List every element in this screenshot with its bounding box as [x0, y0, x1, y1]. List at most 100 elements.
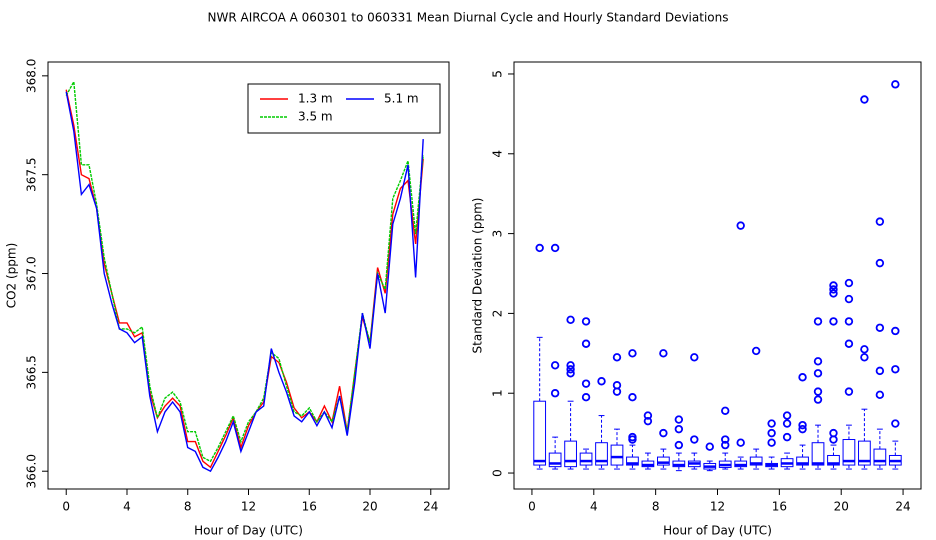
outlier — [767, 428, 776, 438]
outlier — [736, 221, 745, 230]
outlier — [829, 317, 838, 326]
y-tick-label: 368.0 — [25, 59, 39, 93]
outlier — [550, 361, 560, 370]
box — [842, 439, 856, 466]
y-tick-label: 3 — [491, 230, 505, 238]
box — [811, 442, 825, 466]
outlier — [721, 406, 730, 415]
y-tick-label: 366.0 — [25, 454, 39, 488]
y-tick-label: 5 — [491, 70, 505, 78]
outlier — [813, 317, 823, 326]
outlier — [659, 349, 668, 358]
outlier — [612, 381, 622, 390]
box — [796, 456, 809, 466]
box — [579, 452, 593, 466]
box — [533, 400, 547, 466]
outlier — [581, 317, 591, 326]
box — [873, 448, 887, 466]
y-tick-label: 0 — [491, 469, 505, 477]
x-axis-label: Hour of Day (UTC) — [194, 524, 303, 538]
x-tick-label: 0 — [528, 500, 536, 514]
x-tick-label: 16 — [772, 500, 787, 514]
y-axis-label: Standard Deviation (ppm) — [471, 198, 485, 354]
x-tick-label: 8 — [652, 500, 660, 514]
box — [626, 456, 639, 466]
outlier — [550, 389, 560, 398]
outlier — [674, 415, 684, 424]
outlier — [891, 80, 900, 89]
x-tick-label: 4 — [123, 500, 131, 514]
outlier — [860, 345, 869, 354]
outlier — [844, 294, 854, 304]
y-axis-label: CO2 (ppm) — [5, 243, 19, 309]
outlier — [721, 440, 730, 450]
outlier — [782, 419, 792, 428]
box — [595, 442, 608, 466]
series-line — [65, 89, 424, 469]
outlier — [581, 339, 591, 348]
outlier — [566, 315, 575, 324]
legend-label: 5.1 m — [384, 92, 419, 106]
outlier — [612, 353, 622, 362]
outlier — [829, 428, 838, 438]
x-tick-label: 12 — [241, 500, 256, 514]
outlier — [674, 440, 684, 450]
outlier — [535, 243, 544, 253]
outlier — [643, 411, 653, 420]
x-tick-label: 12 — [710, 500, 725, 514]
outlier — [875, 390, 885, 400]
outlier — [767, 438, 776, 447]
outlier — [782, 411, 792, 420]
figure-title: NWR AIRCOA A 060301 to 060331 Mean Diurn… — [208, 11, 729, 25]
outlier — [751, 346, 761, 356]
y-tick-label: 1 — [491, 389, 505, 397]
x-tick-label: 24 — [423, 500, 438, 514]
outlier — [829, 281, 838, 290]
outlier — [813, 387, 823, 396]
outlier — [829, 289, 838, 298]
x-tick-label: 20 — [362, 500, 377, 514]
outlier — [875, 258, 885, 268]
y-tick-label: 367.0 — [25, 256, 39, 290]
outlier — [690, 353, 699, 362]
plot-frame — [513, 61, 922, 490]
legend-box — [247, 83, 441, 134]
outlier — [813, 369, 823, 378]
outlier — [782, 432, 792, 442]
x-axis-label: Hour of Day (UTC) — [663, 524, 772, 538]
box — [564, 440, 577, 468]
outlier — [736, 438, 745, 447]
x-tick-label: 4 — [590, 500, 598, 514]
outlier — [860, 95, 869, 104]
outlier — [674, 424, 684, 434]
outlier — [829, 285, 838, 294]
series-line — [65, 79, 424, 463]
y-tick-label: 367.5 — [25, 158, 39, 192]
outlier — [566, 365, 575, 374]
box — [858, 440, 871, 466]
y-tick-label: 4 — [491, 150, 505, 158]
outlier — [566, 361, 575, 370]
x-tick-label: 8 — [184, 500, 192, 514]
outlier — [566, 369, 575, 378]
outlier — [813, 395, 823, 404]
series-line — [65, 91, 424, 473]
outlier — [690, 435, 699, 444]
outlier — [798, 373, 807, 382]
outlier — [860, 353, 869, 362]
outlier — [721, 435, 730, 444]
outlier — [813, 357, 823, 366]
x-tick-label: 20 — [834, 500, 849, 514]
outlier — [581, 379, 591, 388]
x-tick-label: 0 — [62, 500, 70, 514]
outlier — [891, 326, 900, 336]
legend-label: 1.3 m — [298, 92, 333, 106]
outlier — [891, 365, 900, 374]
outlier — [844, 317, 854, 326]
outlier — [597, 377, 606, 386]
outlier — [581, 393, 591, 402]
outlier — [767, 419, 776, 428]
box — [657, 456, 670, 466]
outlier — [628, 393, 637, 402]
